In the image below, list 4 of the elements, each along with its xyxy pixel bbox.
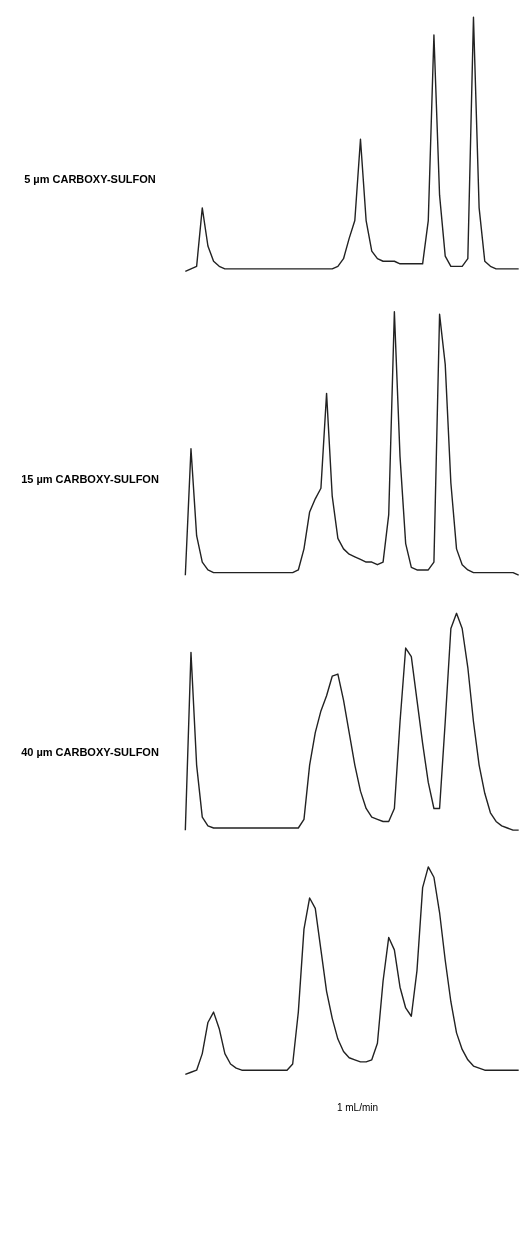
text: 1 mL/min [336,1101,379,1115]
text: 15 µm CARBOXY-SULFON [21,472,159,488]
text: 40 µm CARBOXY-SULFON [21,745,159,761]
text: 5 µm CARBOXY-SULFON [24,172,156,188]
